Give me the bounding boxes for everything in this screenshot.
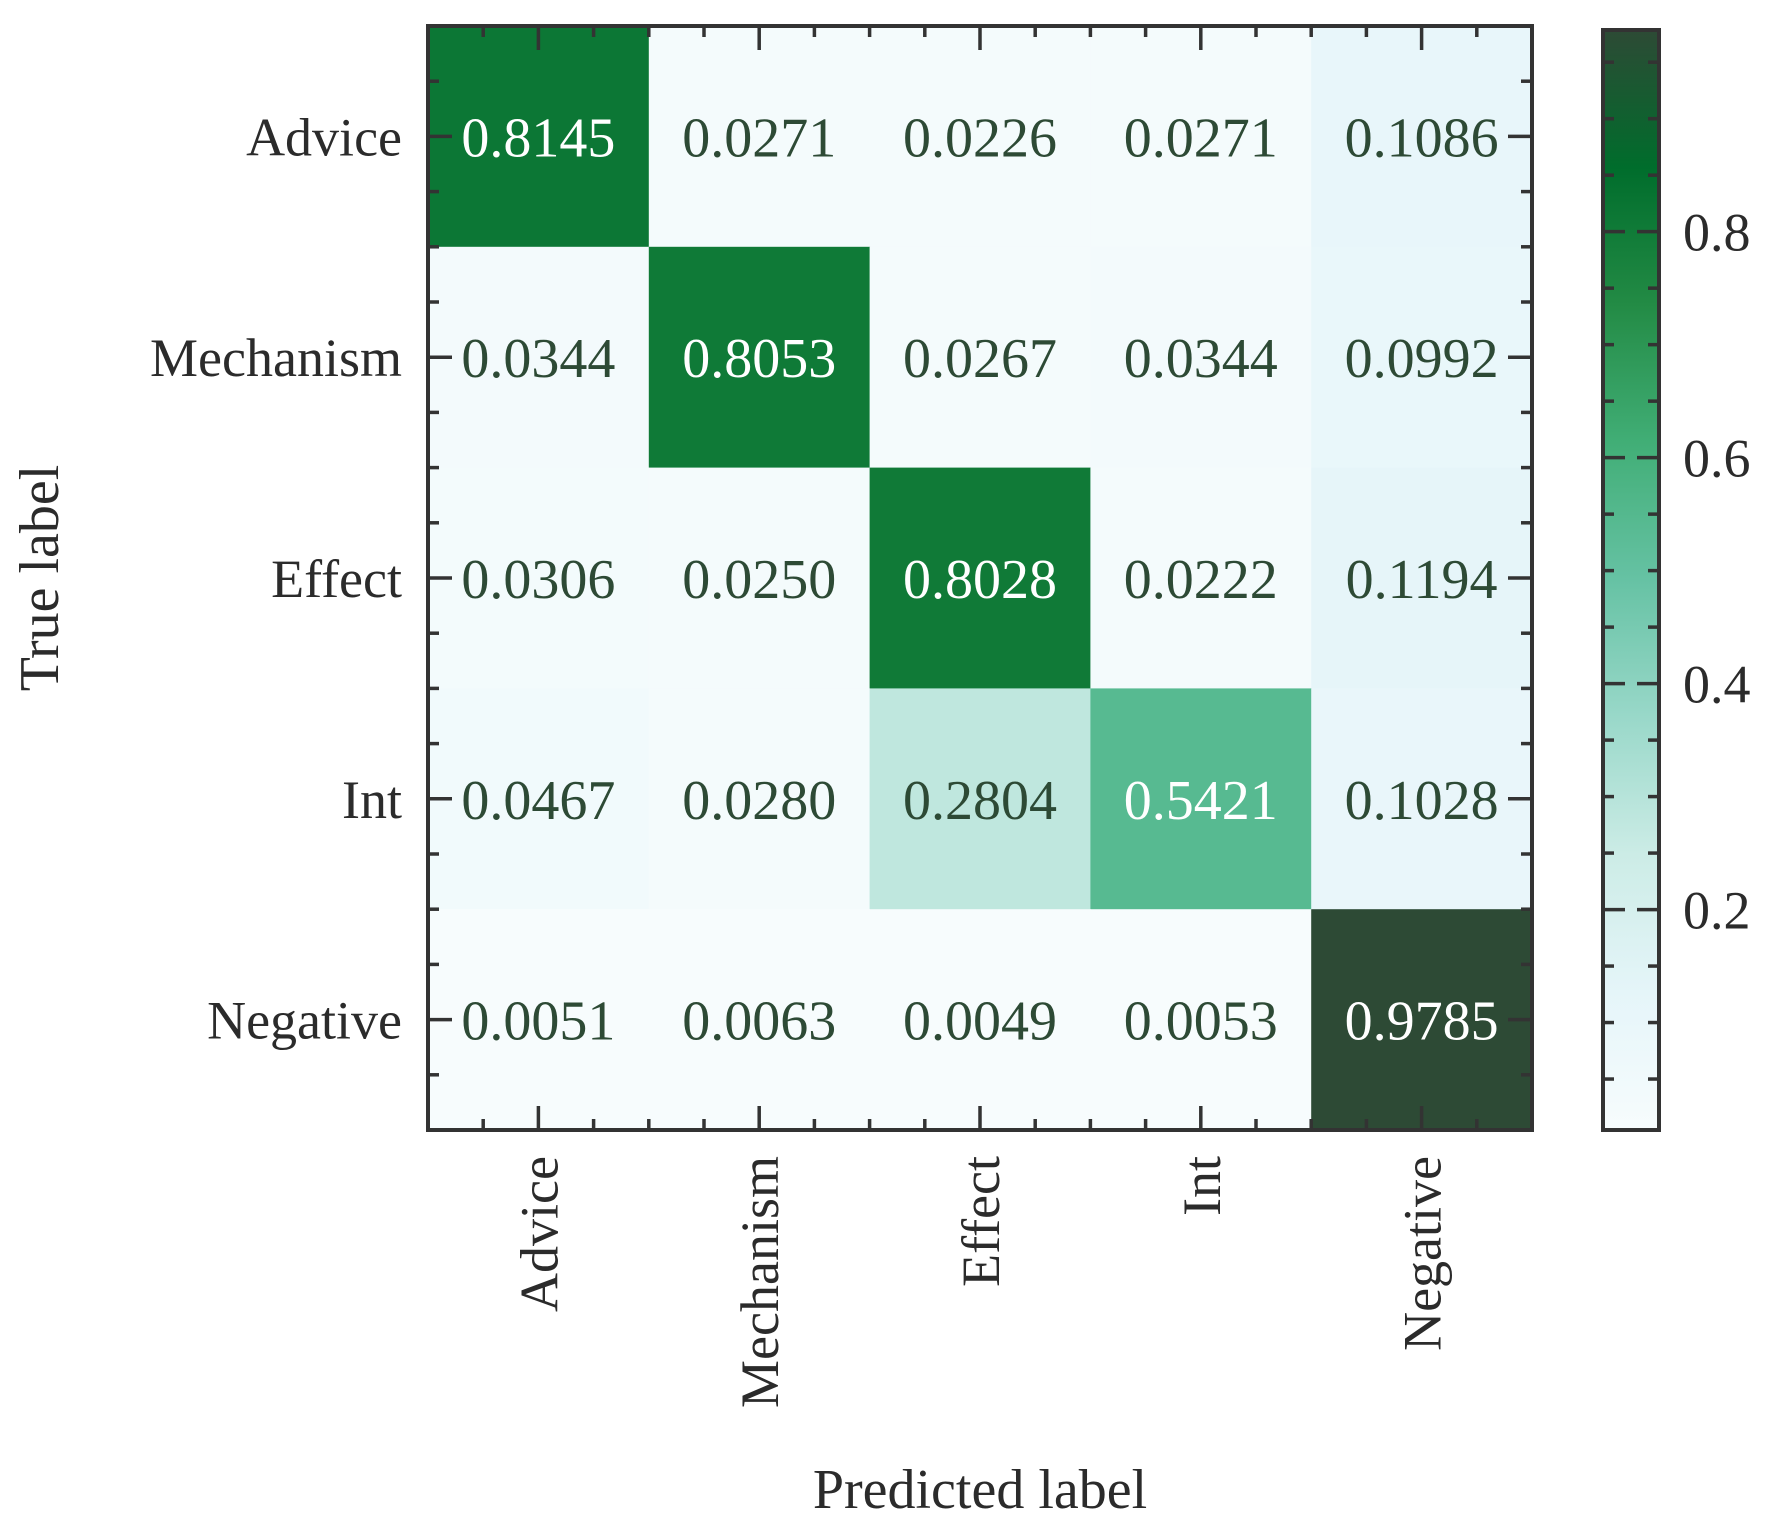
cell-value-label: 0.0250	[682, 549, 836, 611]
cell-value-label: 0.0226	[903, 107, 1057, 169]
cell-value-label: 0.0344	[1124, 328, 1278, 390]
heatmap-cell	[1311, 246, 1533, 469]
cell-value-label: 0.8028	[903, 549, 1057, 611]
x-tick-label: Effect	[951, 1156, 1011, 1287]
heatmap-cell	[1311, 688, 1533, 910]
heatmap-cell	[428, 246, 650, 469]
y-tick-label: Effect	[271, 549, 402, 609]
y-tick-label: Mechanism	[150, 328, 402, 388]
heatmap-cell	[869, 909, 1091, 1131]
y-tick-label: Advice	[246, 107, 402, 167]
y-axis-label: True label	[9, 465, 71, 692]
heatmap-cell	[869, 688, 1091, 910]
heatmap-cell	[1311, 909, 1533, 1131]
heatmap-cell	[1090, 26, 1312, 248]
colorbar-tick-label: 0.2	[1683, 881, 1751, 941]
cell-value-label: 0.2804	[903, 770, 1057, 832]
x-tick-label: Negative	[1393, 1156, 1453, 1351]
cell-value-label: 0.8053	[682, 328, 836, 390]
heatmap-cell	[428, 467, 650, 689]
heatmap-cell	[428, 26, 650, 248]
cell-value-label: 0.0271	[1124, 107, 1278, 169]
heatmap-cell	[1311, 26, 1533, 248]
cell-value-label: 0.0271	[682, 107, 836, 169]
cell-value-label: 0.0992	[1345, 328, 1499, 390]
x-tick-label: Mechanism	[730, 1156, 790, 1408]
cell-value-label: 0.0053	[1124, 991, 1278, 1053]
cell-value-label: 0.0222	[1124, 549, 1278, 611]
cell-value-label: 0.0306	[461, 549, 615, 611]
axis-ticks	[426, 24, 1534, 1132]
colorbar-tick-label: 0.8	[1683, 203, 1751, 263]
cell-value-label: 0.1028	[1345, 770, 1499, 832]
cell-value-label: 0.8145	[461, 107, 615, 169]
x-tick-labels: Advice Mechanism Effect Int Negative	[509, 1156, 1452, 1408]
colorbar-ticks: 0.2 0.4 0.6 0.8	[1603, 60, 1751, 1081]
colorbar-tick-label: 0.4	[1683, 655, 1751, 715]
heatmap-cell	[648, 467, 871, 689]
y-tick-labels: Advice Mechanism Effect Int Negative	[150, 107, 402, 1050]
heatmap-cells	[428, 26, 1533, 1131]
cell-value-label: 0.0280	[682, 770, 836, 832]
heatmap-cell	[428, 909, 650, 1131]
cell-value-label: 0.0267	[903, 328, 1057, 390]
y-tick-label: Int	[342, 770, 402, 830]
cell-value-label: 0.1086	[1345, 107, 1499, 169]
heatmap-cell	[428, 688, 650, 910]
heatmap-cell	[869, 467, 1091, 689]
heatmap-cell	[648, 688, 871, 910]
cell-value-label: 0.0049	[903, 991, 1057, 1053]
heatmap-cell	[1090, 467, 1312, 689]
heatmap-cell	[648, 909, 871, 1131]
x-tick-label: Int	[1172, 1156, 1232, 1216]
colorbar-tick-label: 0.6	[1683, 429, 1751, 489]
heatmap-cell	[1090, 909, 1312, 1131]
cell-value-label: 0.1194	[1346, 549, 1498, 611]
cell-value-label: 0.0063	[682, 991, 836, 1053]
x-axis-label: Predicted label	[813, 1459, 1147, 1521]
heatmap-cell-labels: 0.8145 0.0271 0.0226 0.0271 0.1086 0.0344 0.80…	[461, 107, 1498, 1052]
plot-frame	[426, 24, 1534, 1132]
colorbar-gradient	[1603, 30, 1659, 1130]
heatmap-cell	[869, 26, 1091, 248]
heatmap-cell	[1090, 246, 1312, 469]
heatmap-cell	[1311, 467, 1533, 689]
heatmap-cell	[1090, 688, 1312, 910]
cell-value-label: 0.0051	[461, 991, 615, 1053]
cell-value-label: 0.5421	[1124, 770, 1278, 832]
heatmap-cell	[648, 246, 871, 469]
heatmap-cell	[869, 246, 1091, 469]
y-tick-label: Negative	[207, 991, 402, 1051]
x-tick-label: Advice	[509, 1156, 569, 1312]
colorbar-frame	[1601, 28, 1661, 1132]
cell-value-label: 0.9785	[1345, 991, 1499, 1053]
heatmap-cell	[648, 26, 871, 248]
cell-value-label: 0.0467	[461, 770, 615, 832]
cell-value-label: 0.0344	[461, 328, 615, 390]
